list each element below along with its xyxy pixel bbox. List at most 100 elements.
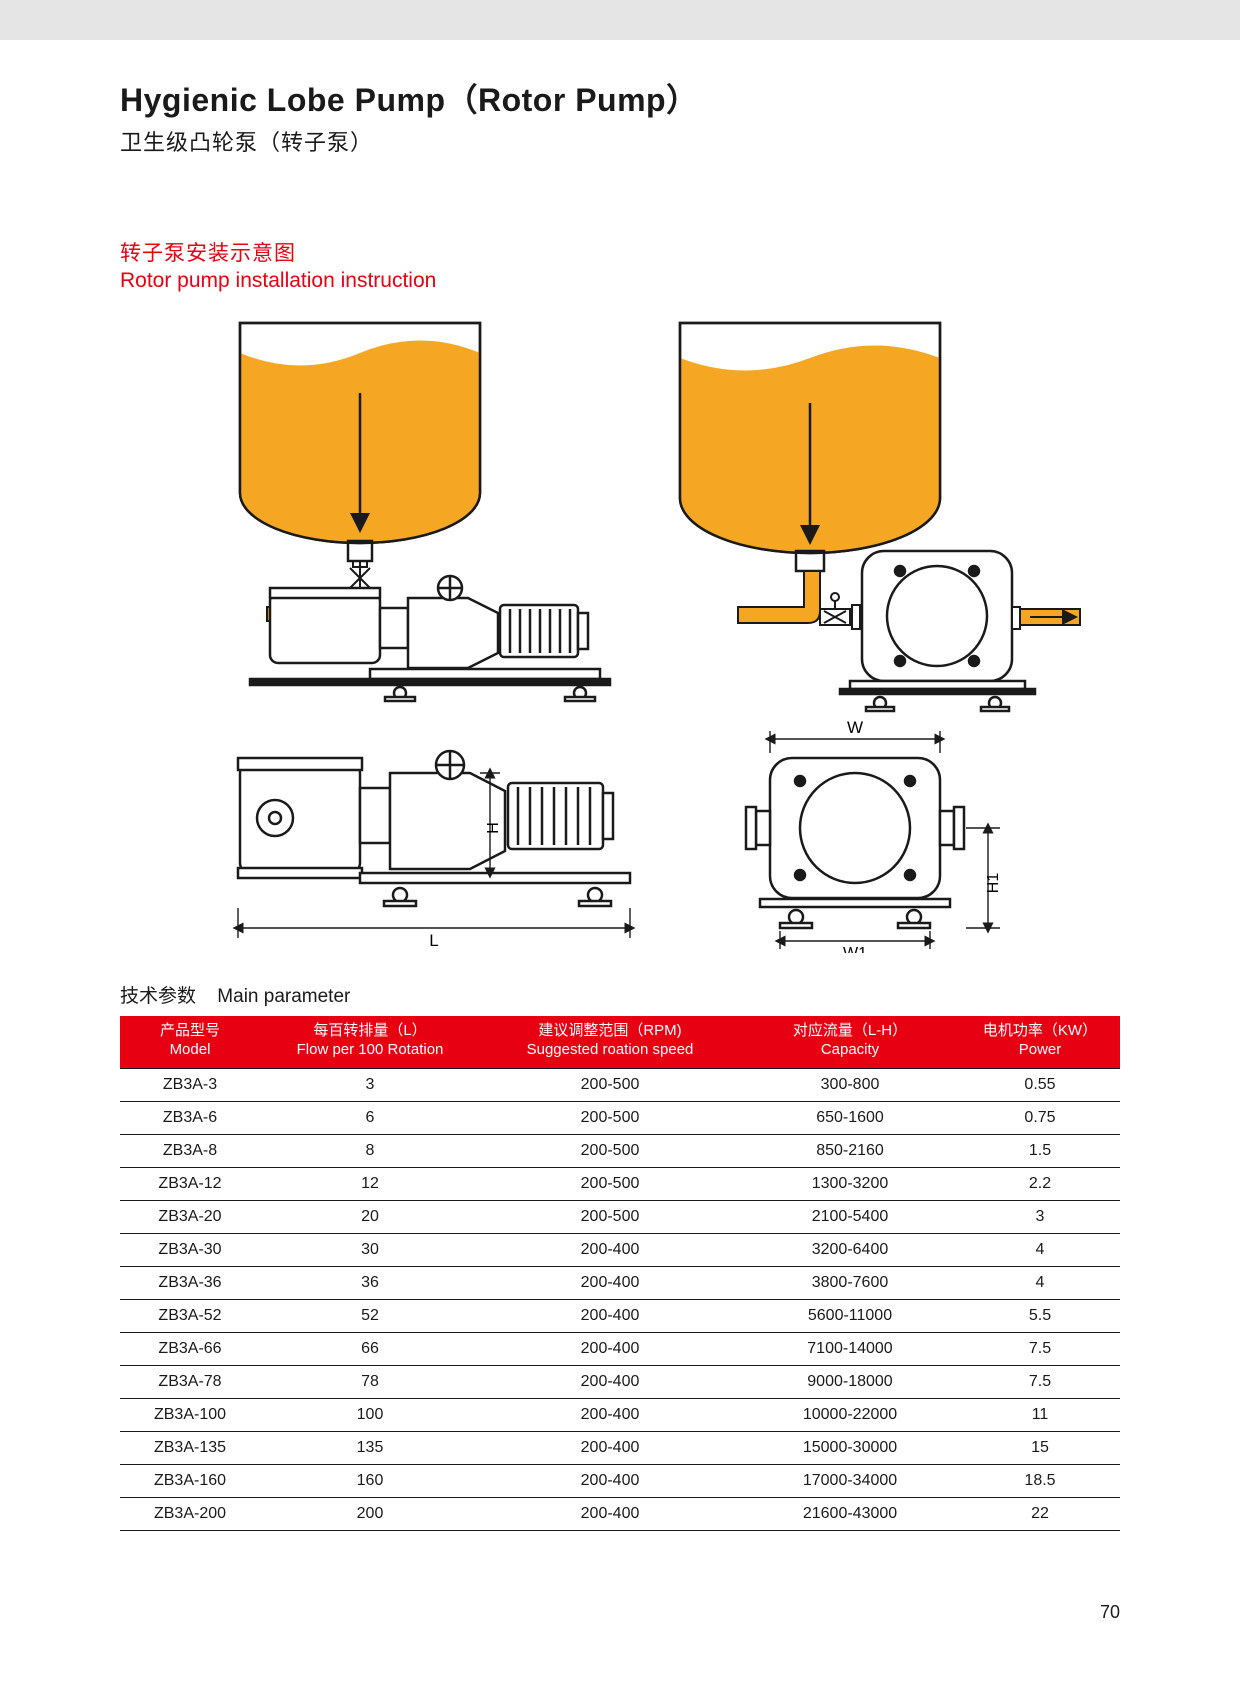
table-row: ZB3A-100100200-40010000-2200011 <box>120 1398 1120 1431</box>
param-label-en: Main parameter <box>217 986 350 1007</box>
table-cell: 200-500 <box>480 1068 740 1101</box>
dim-label-w: W <box>847 718 863 737</box>
table-cell: 200-400 <box>480 1365 740 1398</box>
table-cell: 200-400 <box>480 1233 740 1266</box>
table-cell: 2100-5400 <box>740 1200 960 1233</box>
section-heading-zh: 转子泵安装示意图 <box>120 237 1120 267</box>
page-number: 70 <box>1100 1602 1120 1623</box>
table-row: ZB3A-33200-500300-8000.55 <box>120 1068 1120 1101</box>
table-cell: 9000-18000 <box>740 1365 960 1398</box>
table-cell: 200-400 <box>480 1398 740 1431</box>
table-row: ZB3A-6666200-4007100-140007.5 <box>120 1332 1120 1365</box>
table-cell: 52 <box>260 1299 480 1332</box>
spec-table-body: ZB3A-33200-500300-8000.55ZB3A-66200-5006… <box>120 1068 1120 1530</box>
table-cell: ZB3A-8 <box>120 1134 260 1167</box>
table-cell: ZB3A-12 <box>120 1167 260 1200</box>
table-row: ZB3A-5252200-4005600-110005.5 <box>120 1299 1120 1332</box>
col-header: 每百转排量（L）Flow per 100 Rotation <box>260 1016 480 1068</box>
table-cell: 1300-3200 <box>740 1167 960 1200</box>
table-cell: 30 <box>260 1233 480 1266</box>
table-cell: 7.5 <box>960 1365 1120 1398</box>
table-cell: 200-400 <box>480 1497 740 1530</box>
table-cell: 200-400 <box>480 1464 740 1497</box>
table-cell: 36 <box>260 1266 480 1299</box>
table-cell: 1.5 <box>960 1134 1120 1167</box>
table-cell: 78 <box>260 1365 480 1398</box>
table-cell: 3200-6400 <box>740 1233 960 1266</box>
table-cell: ZB3A-66 <box>120 1332 260 1365</box>
table-cell: 3 <box>960 1200 1120 1233</box>
table-row: ZB3A-3636200-4003800-76004 <box>120 1266 1120 1299</box>
table-cell: 200-400 <box>480 1431 740 1464</box>
dim-label-l: L <box>429 931 438 950</box>
table-cell: 100 <box>260 1398 480 1431</box>
table-cell: 650-1600 <box>740 1101 960 1134</box>
table-cell: 4 <box>960 1233 1120 1266</box>
table-row: ZB3A-200200200-40021600-4300022 <box>120 1497 1120 1530</box>
table-cell: 0.55 <box>960 1068 1120 1101</box>
table-cell: 7.5 <box>960 1332 1120 1365</box>
table-cell: ZB3A-52 <box>120 1299 260 1332</box>
table-row: ZB3A-1212200-5001300-32002.2 <box>120 1167 1120 1200</box>
table-cell: 200-500 <box>480 1101 740 1134</box>
table-cell: 8 <box>260 1134 480 1167</box>
table-cell: ZB3A-78 <box>120 1365 260 1398</box>
table-cell: 2.2 <box>960 1167 1120 1200</box>
dim-label-h: H <box>485 822 502 834</box>
table-cell: 11 <box>960 1398 1120 1431</box>
table-cell: 200-500 <box>480 1134 740 1167</box>
table-cell: 135 <box>260 1431 480 1464</box>
table-row: ZB3A-7878200-4009000-180007.5 <box>120 1365 1120 1398</box>
param-label-zh: 技术参数 <box>120 986 196 1007</box>
table-cell: 3800-7600 <box>740 1266 960 1299</box>
table-cell: 18.5 <box>960 1464 1120 1497</box>
table-cell: 160 <box>260 1464 480 1497</box>
table-row: ZB3A-2020200-5002100-54003 <box>120 1200 1120 1233</box>
col-header: 建议调整范围（RPM)Suggested roation speed <box>480 1016 740 1068</box>
table-cell: 5600-11000 <box>740 1299 960 1332</box>
table-cell: 21600-43000 <box>740 1497 960 1530</box>
table-cell: 20 <box>260 1200 480 1233</box>
table-row: ZB3A-88200-500850-21601.5 <box>120 1134 1120 1167</box>
table-cell: 22 <box>960 1497 1120 1530</box>
table-cell: 0.75 <box>960 1101 1120 1134</box>
col-header: 电机功率（KW）Power <box>960 1016 1120 1068</box>
table-cell: ZB3A-100 <box>120 1398 260 1431</box>
table-cell: 4 <box>960 1266 1120 1299</box>
spec-table: 产品型号Model 每百转排量（L）Flow per 100 Rotation … <box>120 1016 1120 1531</box>
parameter-section-label: 技术参数 Main parameter <box>120 981 1120 1008</box>
table-cell: 850-2160 <box>740 1134 960 1167</box>
table-row: ZB3A-66200-500650-16000.75 <box>120 1101 1120 1134</box>
table-cell: 5.5 <box>960 1299 1120 1332</box>
table-row: ZB3A-160160200-40017000-3400018.5 <box>120 1464 1120 1497</box>
table-cell: ZB3A-200 <box>120 1497 260 1530</box>
table-cell: 10000-22000 <box>740 1398 960 1431</box>
table-cell: ZB3A-30 <box>120 1233 260 1266</box>
table-cell: ZB3A-6 <box>120 1101 260 1134</box>
table-cell: ZB3A-135 <box>120 1431 260 1464</box>
table-cell: 17000-34000 <box>740 1464 960 1497</box>
table-cell: ZB3A-36 <box>120 1266 260 1299</box>
table-cell: 3 <box>260 1068 480 1101</box>
table-cell: 12 <box>260 1167 480 1200</box>
table-cell: 15 <box>960 1431 1120 1464</box>
table-cell: 200-400 <box>480 1266 740 1299</box>
col-header: 产品型号Model <box>120 1016 260 1068</box>
table-cell: ZB3A-160 <box>120 1464 260 1497</box>
table-cell: 200-400 <box>480 1299 740 1332</box>
table-row: ZB3A-135135200-40015000-3000015 <box>120 1431 1120 1464</box>
table-row: ZB3A-3030200-4003200-64004 <box>120 1233 1120 1266</box>
page-title-en: Hygienic Lobe Pump（Rotor Pump） <box>120 75 1120 121</box>
page-content: Hygienic Lobe Pump（Rotor Pump） 卫生级凸轮泵（转子… <box>120 75 1120 1531</box>
table-cell: 200 <box>260 1497 480 1530</box>
section-heading-en: Rotor pump installation instruction <box>120 269 1120 293</box>
top-grey-bar <box>0 0 1240 40</box>
table-cell: 66 <box>260 1332 480 1365</box>
table-cell: 200-400 <box>480 1332 740 1365</box>
dim-label-w1: W1 <box>843 945 867 953</box>
table-cell: 7100-14000 <box>740 1332 960 1365</box>
table-cell: 6 <box>260 1101 480 1134</box>
table-cell: ZB3A-20 <box>120 1200 260 1233</box>
col-header: 对应流量（L-H）Capacity <box>740 1016 960 1068</box>
table-cell: ZB3A-3 <box>120 1068 260 1101</box>
